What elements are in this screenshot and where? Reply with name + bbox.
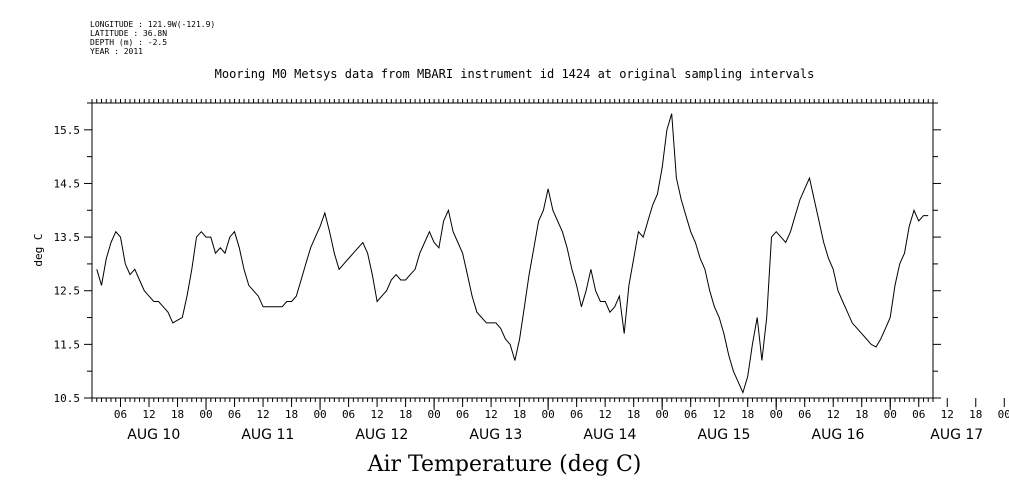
x-hour-label: 12 (941, 408, 954, 421)
x-hour-label: 18 (627, 408, 640, 421)
x-hour-label: 00 (884, 408, 897, 421)
x-hour-label: 06 (912, 408, 925, 421)
x-date-label: AUG 14 (583, 427, 636, 443)
x-date-label: AUG 10 (127, 427, 180, 443)
y-tick-label: 15.5 (54, 124, 81, 137)
x-hour-label: 12 (142, 408, 155, 421)
x-hour-label: 12 (599, 408, 612, 421)
x-hour-label: 18 (969, 408, 982, 421)
series-line (96, 113, 929, 395)
x-hour-label: 18 (171, 408, 184, 421)
depth-text: DEPTH (m) : -2.5 (90, 38, 168, 47)
x-date-label: AUG 15 (697, 427, 750, 443)
x-hour-label: 06 (114, 408, 127, 421)
x-hour-label: 06 (456, 408, 469, 421)
year-text: YEAR : 2011 (90, 47, 143, 56)
x-hour-label: 06 (798, 408, 811, 421)
y-axis-label: deg C (32, 233, 45, 266)
x-date-label: AUG 12 (355, 427, 408, 443)
x-hour-label: 00 (656, 408, 669, 421)
x-hour-label: 12 (370, 408, 383, 421)
x-date-label: AUG 11 (241, 427, 294, 443)
x-hour-label: 18 (741, 408, 754, 421)
y-tick-label: 14.5 (54, 177, 81, 190)
x-hour-label: 18 (399, 408, 412, 421)
longitude-text: LONGITUDE : 121.9W(-121.9) (90, 20, 216, 29)
x-date-label: AUG 16 (812, 427, 865, 443)
y-tick-label: 13.5 (54, 231, 81, 244)
x-hour-label: 00 (542, 408, 555, 421)
x-hour-label: 06 (570, 408, 583, 421)
x-hour-label: 00 (770, 408, 783, 421)
y-tick-label: 11.5 (54, 338, 81, 351)
x-hour-label: 18 (513, 408, 526, 421)
x-hour-label: 06 (684, 408, 697, 421)
x-hour-label: 18 (285, 408, 298, 421)
x-hour-label: 00 (313, 408, 326, 421)
x-date-label: AUG 17 (930, 427, 983, 443)
x-hour-label: 12 (484, 408, 497, 421)
plot-frame (91, 102, 934, 399)
x-hour-label: 12 (713, 408, 726, 421)
x-hour-label: 18 (855, 408, 868, 421)
x-hour-label: 12 (256, 408, 269, 421)
x-hour-label: 00 (998, 408, 1009, 421)
latitude-text: LATITUDE : 36.8N (90, 29, 168, 38)
x-hour-label: 06 (342, 408, 355, 421)
y-tick-label: 12.5 (54, 285, 81, 298)
x-hour-label: 00 (427, 408, 440, 421)
x-hour-label: 00 (199, 408, 212, 421)
y-tick-label: 10.5 (54, 392, 81, 405)
location-metadata: LONGITUDE : 121.9W(-121.9) LATITUDE : 36… (90, 20, 215, 56)
x-hour-label: 12 (827, 408, 840, 421)
x-hour-label: 06 (228, 408, 241, 421)
x-axis-title: Air Temperature (deg C) (367, 452, 642, 477)
x-date-label: AUG 13 (469, 427, 522, 443)
chart-title: Mooring M0 Metsys data from MBARI instru… (214, 67, 815, 81)
